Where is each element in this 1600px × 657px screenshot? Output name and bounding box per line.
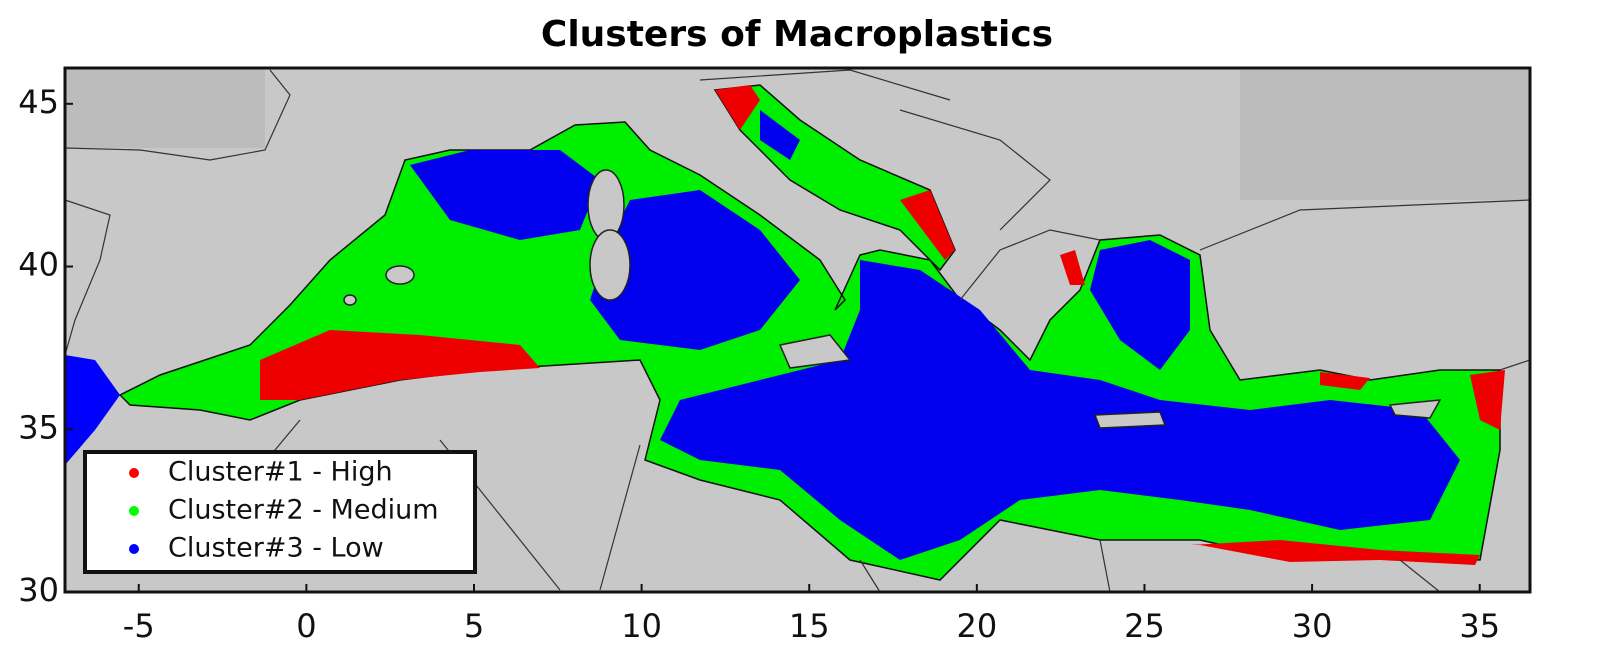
x-tick-label: 0 <box>296 607 316 645</box>
legend-marker <box>129 506 139 516</box>
chart-title: Clusters of Macroplastics <box>541 14 1053 55</box>
y-tick-label: 45 <box>18 83 59 121</box>
x-tick-label: 25 <box>1124 607 1165 645</box>
y-tick-label: 30 <box>18 571 59 609</box>
legend-label: Cluster#1 - High <box>168 457 393 488</box>
legend: Cluster#1 - High Cluster#2 - Medium Cluste… <box>83 450 477 574</box>
legend-label: Cluster#3 - Low <box>168 533 384 564</box>
legend-label: Cluster#2 - Medium <box>168 495 439 526</box>
legend-marker <box>129 468 139 478</box>
x-tick-label: 30 <box>1292 607 1333 645</box>
y-tick-label: 35 <box>18 408 59 446</box>
legend-marker <box>129 544 139 554</box>
x-tick-label: -5 <box>123 607 155 645</box>
map <box>64 68 1531 593</box>
high-cluster <box>260 85 1505 565</box>
x-tick-label: 15 <box>789 607 830 645</box>
low-cluster <box>410 110 1460 560</box>
black-sea <box>1240 70 1530 200</box>
plot-frame <box>63 66 1532 594</box>
atlantic <box>65 68 265 148</box>
x-tick-label: 35 <box>1459 607 1500 645</box>
legend-box <box>83 450 477 574</box>
x-tick-label: 10 <box>621 607 662 645</box>
atlantic-strip <box>65 355 120 465</box>
y-tick-label: 40 <box>18 246 59 284</box>
x-tick-label: 5 <box>464 607 484 645</box>
islands <box>343 169 1442 429</box>
x-tick-label: 20 <box>956 607 997 645</box>
